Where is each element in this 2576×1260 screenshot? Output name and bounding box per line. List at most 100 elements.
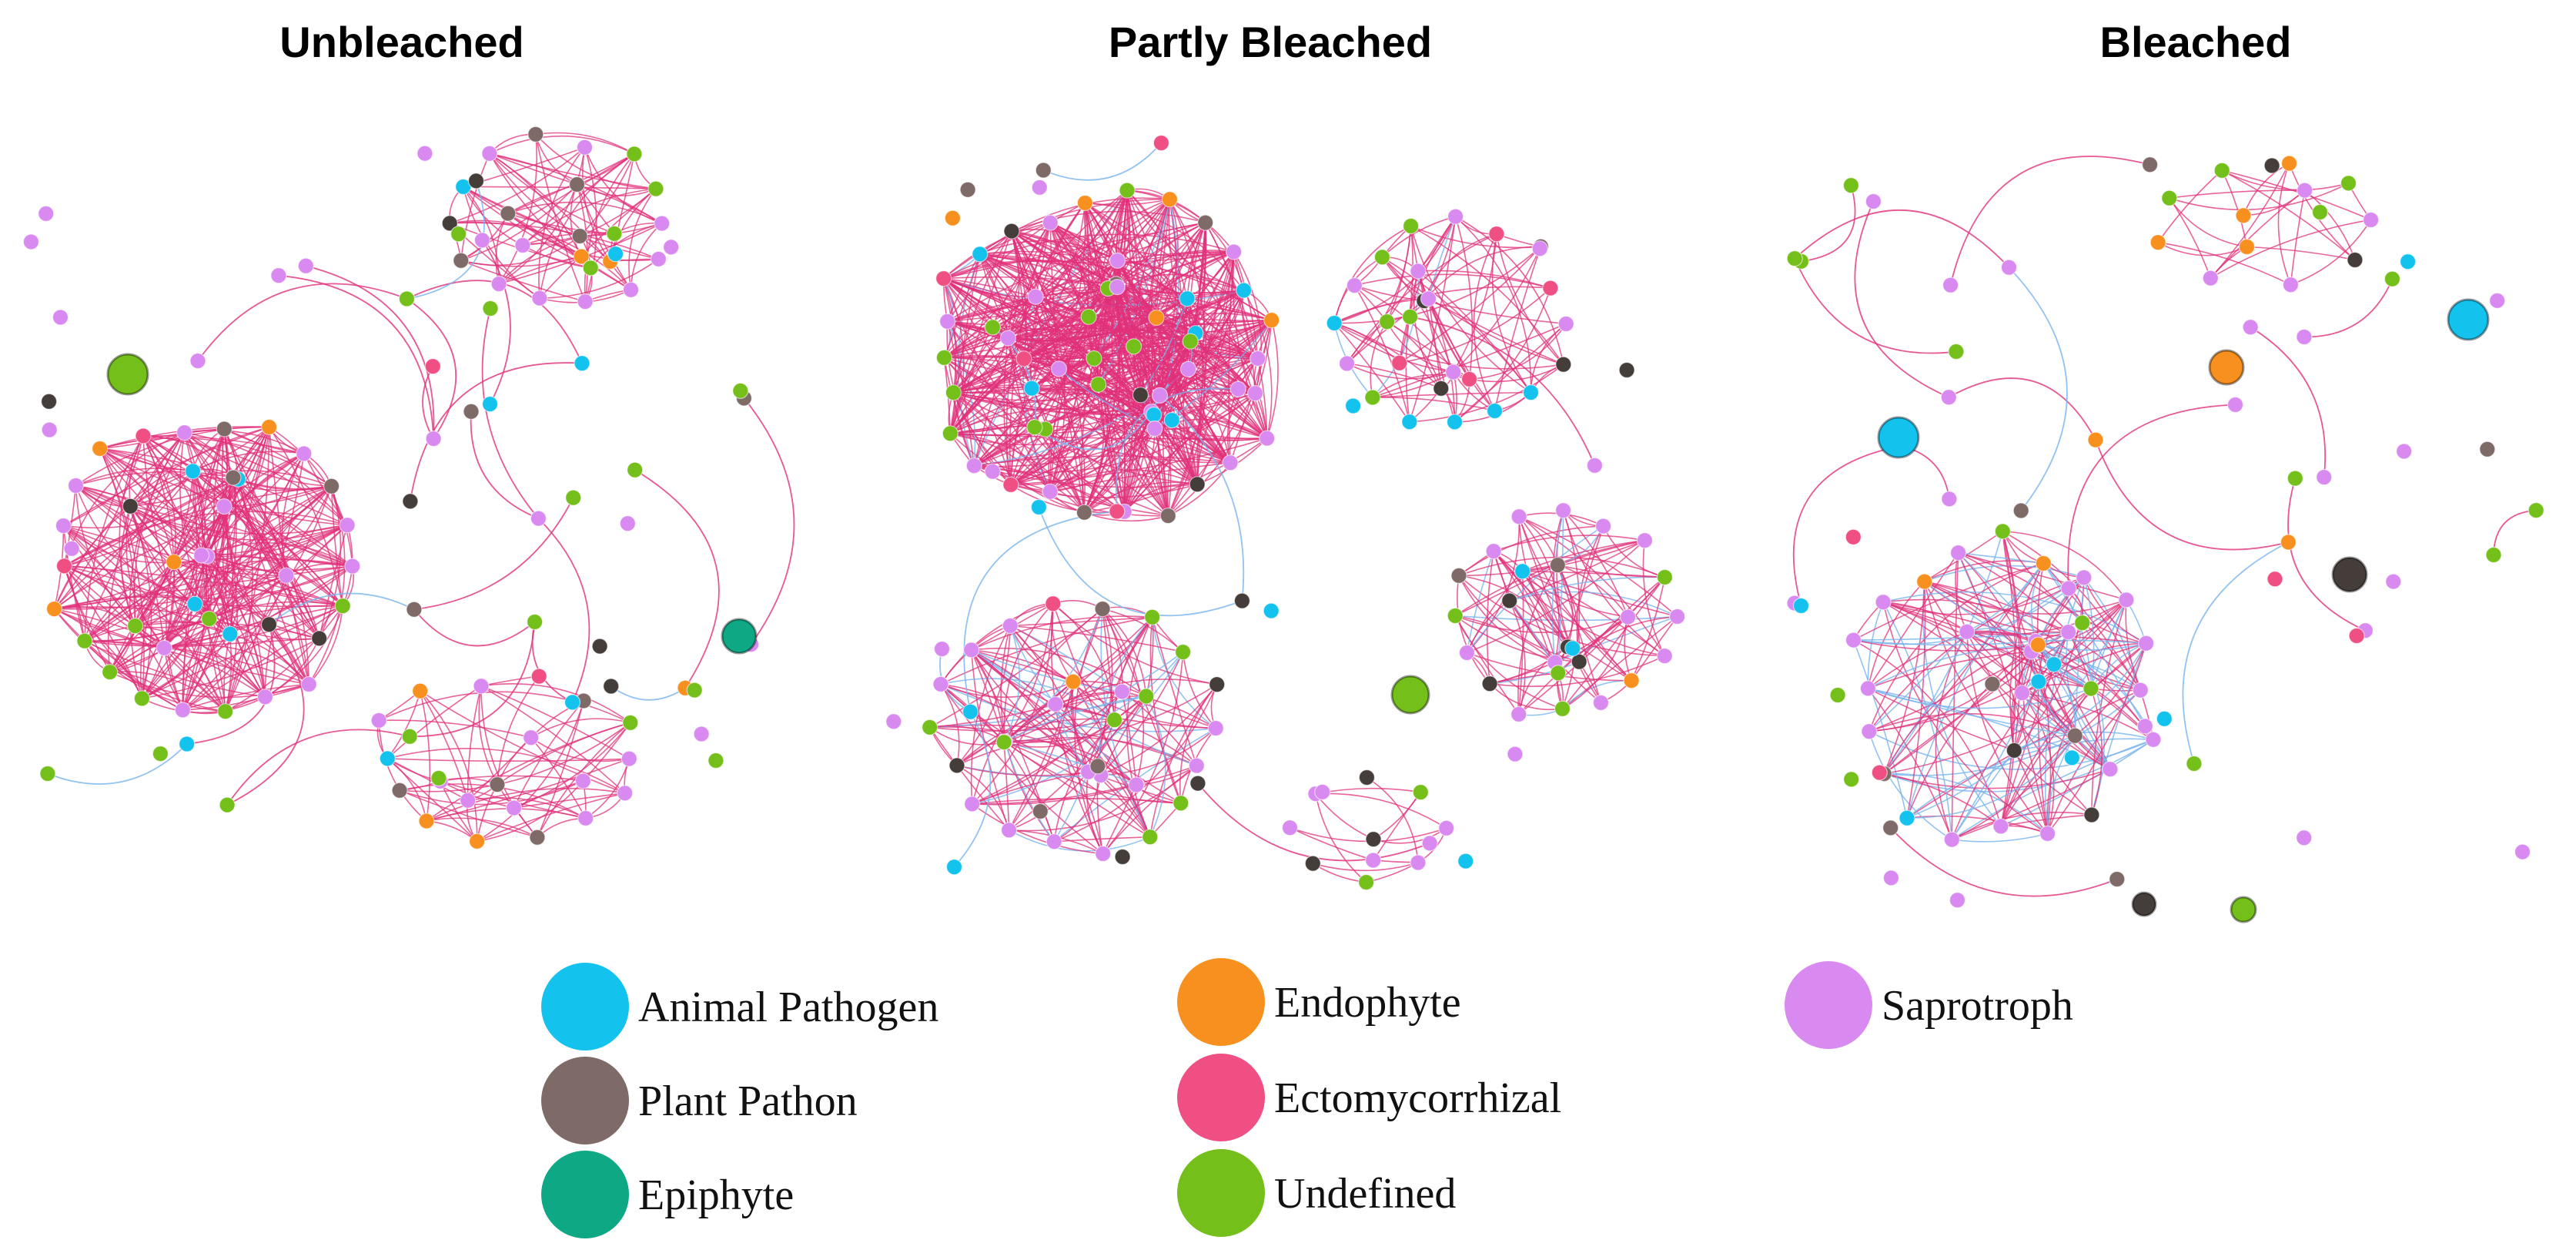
network-node	[2035, 555, 2052, 572]
network-node	[430, 769, 447, 787]
network-node	[1209, 676, 1226, 693]
network-node	[2066, 727, 2083, 744]
network-node	[2046, 655, 2062, 673]
network-node	[1458, 644, 1476, 662]
network-node	[2029, 636, 2046, 653]
network-node	[311, 630, 328, 647]
network-node	[186, 595, 203, 612]
network-node	[323, 478, 340, 494]
network-node	[2311, 203, 2329, 221]
network-node	[1656, 568, 1673, 586]
network-node	[424, 358, 441, 375]
network-node	[938, 313, 956, 330]
network-node	[122, 498, 139, 514]
network-node	[527, 126, 544, 142]
network-node	[1163, 411, 1180, 429]
network-node	[1829, 686, 1846, 704]
network-node	[166, 554, 182, 571]
network-node	[2282, 276, 2299, 293]
legend-label-saprotroph: Saprotroph	[1882, 982, 2073, 1030]
network-bleached	[1786, 155, 2544, 923]
network-node	[1656, 647, 1673, 665]
network-node	[1882, 819, 1899, 836]
network-node	[1510, 508, 1527, 525]
network-node	[2213, 162, 2230, 179]
network-node	[176, 424, 193, 441]
network-node	[2226, 396, 2244, 414]
network-node	[942, 425, 958, 442]
network-node	[1138, 688, 1155, 705]
network-node	[582, 260, 599, 276]
network-node	[962, 703, 979, 720]
network-node	[591, 638, 608, 655]
network-node	[189, 353, 206, 370]
network-node	[1861, 723, 1878, 740]
network-node	[1314, 783, 1331, 801]
network-node	[1142, 829, 1159, 846]
network-node	[1182, 333, 1199, 350]
network-node	[1457, 853, 1474, 870]
network-node	[2514, 843, 2531, 860]
network-node	[1235, 282, 1253, 299]
network-node	[1481, 675, 1498, 692]
network-node	[41, 421, 58, 438]
network-node	[574, 355, 590, 372]
network-node	[2396, 443, 2413, 460]
network-node	[523, 729, 540, 746]
legend-label-endophyte: Endophyte	[1274, 979, 1461, 1027]
network-node	[1992, 818, 2009, 835]
network-node	[621, 750, 637, 767]
network-node	[2145, 731, 2162, 748]
network-node	[1378, 313, 1396, 330]
network-node	[1042, 214, 1059, 231]
network-node	[334, 598, 351, 615]
network-node	[1402, 217, 1420, 235]
network-node	[885, 713, 902, 730]
network-node	[1941, 491, 1958, 508]
network-node	[999, 330, 1017, 347]
network-node	[1514, 563, 1531, 580]
network-node	[1792, 597, 1810, 615]
network-node	[1786, 250, 1803, 267]
network-node	[1447, 607, 1464, 625]
edge-group	[1792, 156, 2537, 897]
network-node	[1410, 854, 1427, 871]
legend-label-epiphyte: Epiphyte	[638, 1171, 795, 1219]
network-node	[2060, 624, 2077, 641]
network-node	[1174, 643, 1192, 661]
endophyte-swatch	[1177, 958, 1265, 1046]
network-node	[686, 682, 703, 699]
network-node	[1669, 608, 1686, 625]
network-node	[1109, 279, 1126, 296]
network-node	[490, 276, 507, 293]
network-node	[2014, 685, 2031, 702]
network-node	[945, 859, 963, 876]
network-node-large	[2131, 891, 2157, 917]
network-node	[1086, 350, 1102, 367]
network-node	[1899, 809, 1915, 826]
network-node	[1225, 243, 1243, 260]
network-node	[2263, 157, 2280, 174]
network-node	[2142, 156, 2159, 173]
network-node	[201, 610, 218, 628]
network-node	[481, 395, 499, 413]
network-node	[1146, 420, 1163, 437]
network-node	[1094, 600, 1111, 618]
network-unbleached	[22, 126, 795, 850]
network-node	[933, 640, 951, 658]
network-node-large	[2230, 896, 2257, 923]
network-node	[1031, 179, 1048, 196]
network-node	[2287, 470, 2303, 487]
edge-group	[1852, 531, 2154, 843]
network-node-large	[1877, 416, 1920, 459]
network-node	[529, 829, 546, 846]
network-node	[1344, 397, 1362, 414]
network-node	[1197, 214, 1214, 231]
network-node	[1188, 757, 1205, 774]
network-node	[948, 757, 965, 774]
network-node	[1510, 705, 1527, 723]
network-node	[1549, 557, 1566, 574]
network-node	[1179, 360, 1197, 377]
network-node	[2039, 825, 2056, 843]
network-node	[944, 209, 962, 226]
